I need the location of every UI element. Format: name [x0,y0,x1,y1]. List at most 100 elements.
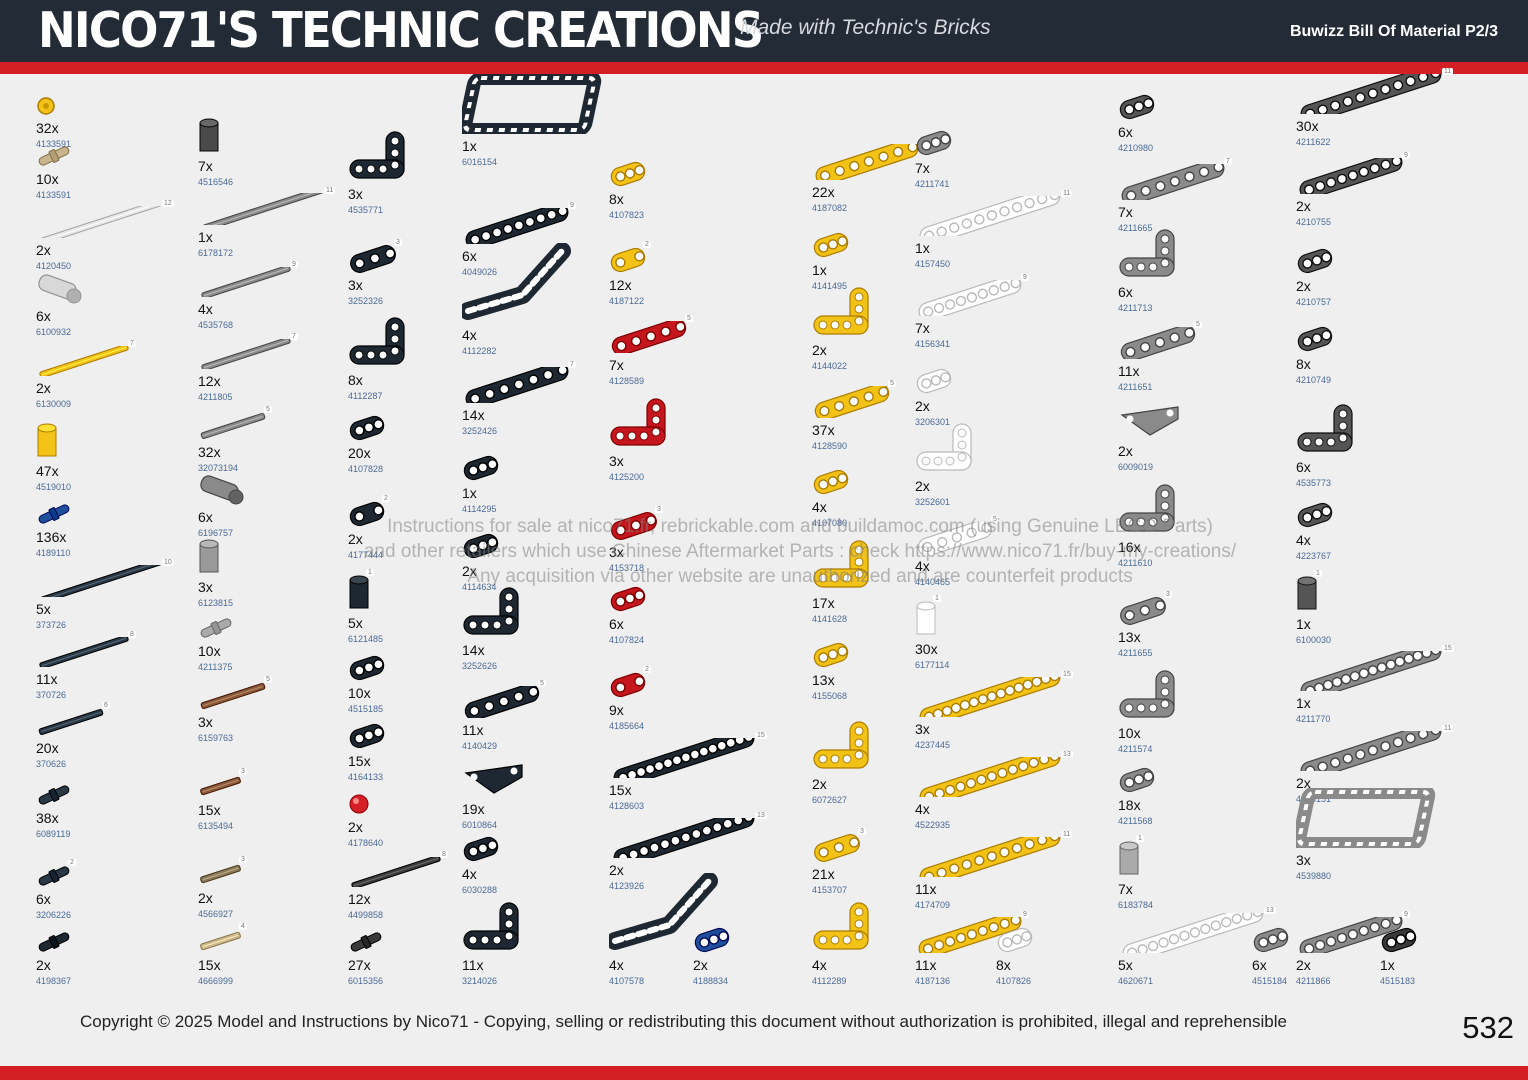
part-length-badge: 3 [1164,591,1172,598]
part-entry: 2x 6072627 [812,720,869,805]
part-code: 4107828 [348,464,384,474]
part-beam-icon [613,818,755,858]
part-code: 3252426 [462,426,498,436]
part-code: 6178172 [198,248,234,258]
part-lbeam-icon [813,287,869,335]
part-beam-icon [919,757,1061,797]
part-length-badge: 2 [643,666,651,673]
part-code: 4223767 [1296,551,1332,561]
part-code: 4515185 [348,704,384,714]
part-quantity: 2x [36,957,51,973]
header-accent-stripe [0,62,1528,74]
part-entry: 1x 4114295 [462,455,499,514]
part-lbeam-icon [813,721,869,769]
part-quantity: 4x [915,558,930,574]
part-lbeam-icon [1119,229,1175,277]
part-code: 4516546 [198,177,234,187]
part-code: 373726 [36,620,67,630]
part-quantity: 10x [36,171,59,187]
part-entry: 11 2x 4156151 [1296,725,1454,804]
part-frame-icon [462,74,602,134]
part-length-badge: 1 [1136,835,1144,842]
brand-title: NICO71'S TECHNIC CREATIONS [38,2,764,59]
part-length-badge: 3 [858,828,866,835]
part-entry: 5 11x 4211651 [1118,321,1202,392]
part-quantity: 4x [812,499,827,515]
part-code: 4211713 [1118,303,1153,313]
part-beam-icon [1120,327,1196,359]
part-code: 4198367 [36,976,72,986]
part-code: 370626 [36,759,67,769]
part-code: 4211665 [1118,223,1153,233]
part-entry: 2x 4188834 [693,927,730,986]
part-beam-icon [349,723,385,749]
part-length-badge: 13 [755,812,767,819]
part-cyl-icon [349,575,369,609]
part-code: 4210749 [1296,375,1332,385]
part-code: 4141495 [812,281,848,291]
part-length-badge: 2 [382,495,390,502]
part-beam-icon [918,280,1022,316]
part-entry: 4x 6030288 [462,836,499,895]
part-length-badge: 15 [755,732,767,739]
part-entry: 6x 4535773 [1296,403,1353,488]
part-quantity: 7x [198,158,213,174]
part-axle-icon [40,565,162,597]
part-code: 6072627 [812,795,848,805]
part-entry: 2x 6009019 [1118,403,1179,472]
part-entry: 1 1x 6100030 [1296,570,1331,645]
part-beam-icon [463,836,499,862]
part-length-badge: 15 [1061,671,1073,678]
part-quantity: 4x [812,957,827,973]
part-entry: 1x 4515183 [1380,927,1417,986]
part-cyl-icon [199,118,219,152]
part-entry: 2x 4114634 [462,533,499,592]
part-entry: 14x 3252626 [462,586,519,671]
part-code: 6177114 [915,660,950,670]
part-pin-icon [38,785,70,805]
part-entry: 6x 4210980 [1118,94,1155,153]
part-entry: 15 3x 4237445 [915,671,1073,750]
part-beam-icon [918,917,1022,953]
part-lbeam-icon [1297,404,1353,452]
part-code: 4107824 [609,635,645,645]
part-entry: 11 1x 4157450 [915,190,1073,269]
part-connector-icon [38,274,82,304]
part-code: 4566927 [198,909,234,919]
part-code: 4499858 [348,910,384,920]
part-pin-icon [38,504,70,524]
part-pin-icon [38,146,70,166]
part-lbeam-icon [1119,484,1175,532]
part-entry: 7 14x 3252426 [462,361,576,436]
part-entry: 2x 4144022 [812,286,869,371]
part-entry: 3x 4125200 [609,397,666,482]
part-quantity: 1x [1296,695,1311,711]
part-entry: 2x 4210757 [1296,248,1333,307]
part-axle-icon [40,206,162,238]
part-beam-icon [1253,927,1289,953]
part-beam-icon [610,247,646,273]
part-quantity: 2x [36,380,51,396]
part-code: 4620671 [1118,976,1154,986]
part-entry: 1x 4141495 [812,232,849,291]
part-length-badge: 7 [128,340,136,347]
part-code: 4144022 [812,361,848,371]
part-quantity: 1x [462,138,477,154]
part-length-badge: 9 [1021,911,1029,918]
part-quantity: 2x [609,862,624,878]
part-code: 3214026 [462,976,498,986]
part-quantity: 11x [915,957,937,973]
part-code: 6089119 [36,829,71,839]
part-quantity: 21x [812,866,835,882]
part-quantity: 6x [198,509,213,525]
part-code: 4515184 [1252,976,1288,986]
part-code: 4114295 [462,504,497,514]
part-beam-icon [813,642,849,668]
part-quantity: 6x [36,891,51,907]
copyright-notice: Copyright © 2025 Model and Instructions … [80,1012,1287,1031]
part-lbeam-icon [463,902,519,950]
part-code: 6016154 [462,157,498,167]
part-entry: 722x4187082 [812,138,926,213]
part-quantity: 8x [996,957,1011,973]
part-quantity: 6x [36,308,51,324]
